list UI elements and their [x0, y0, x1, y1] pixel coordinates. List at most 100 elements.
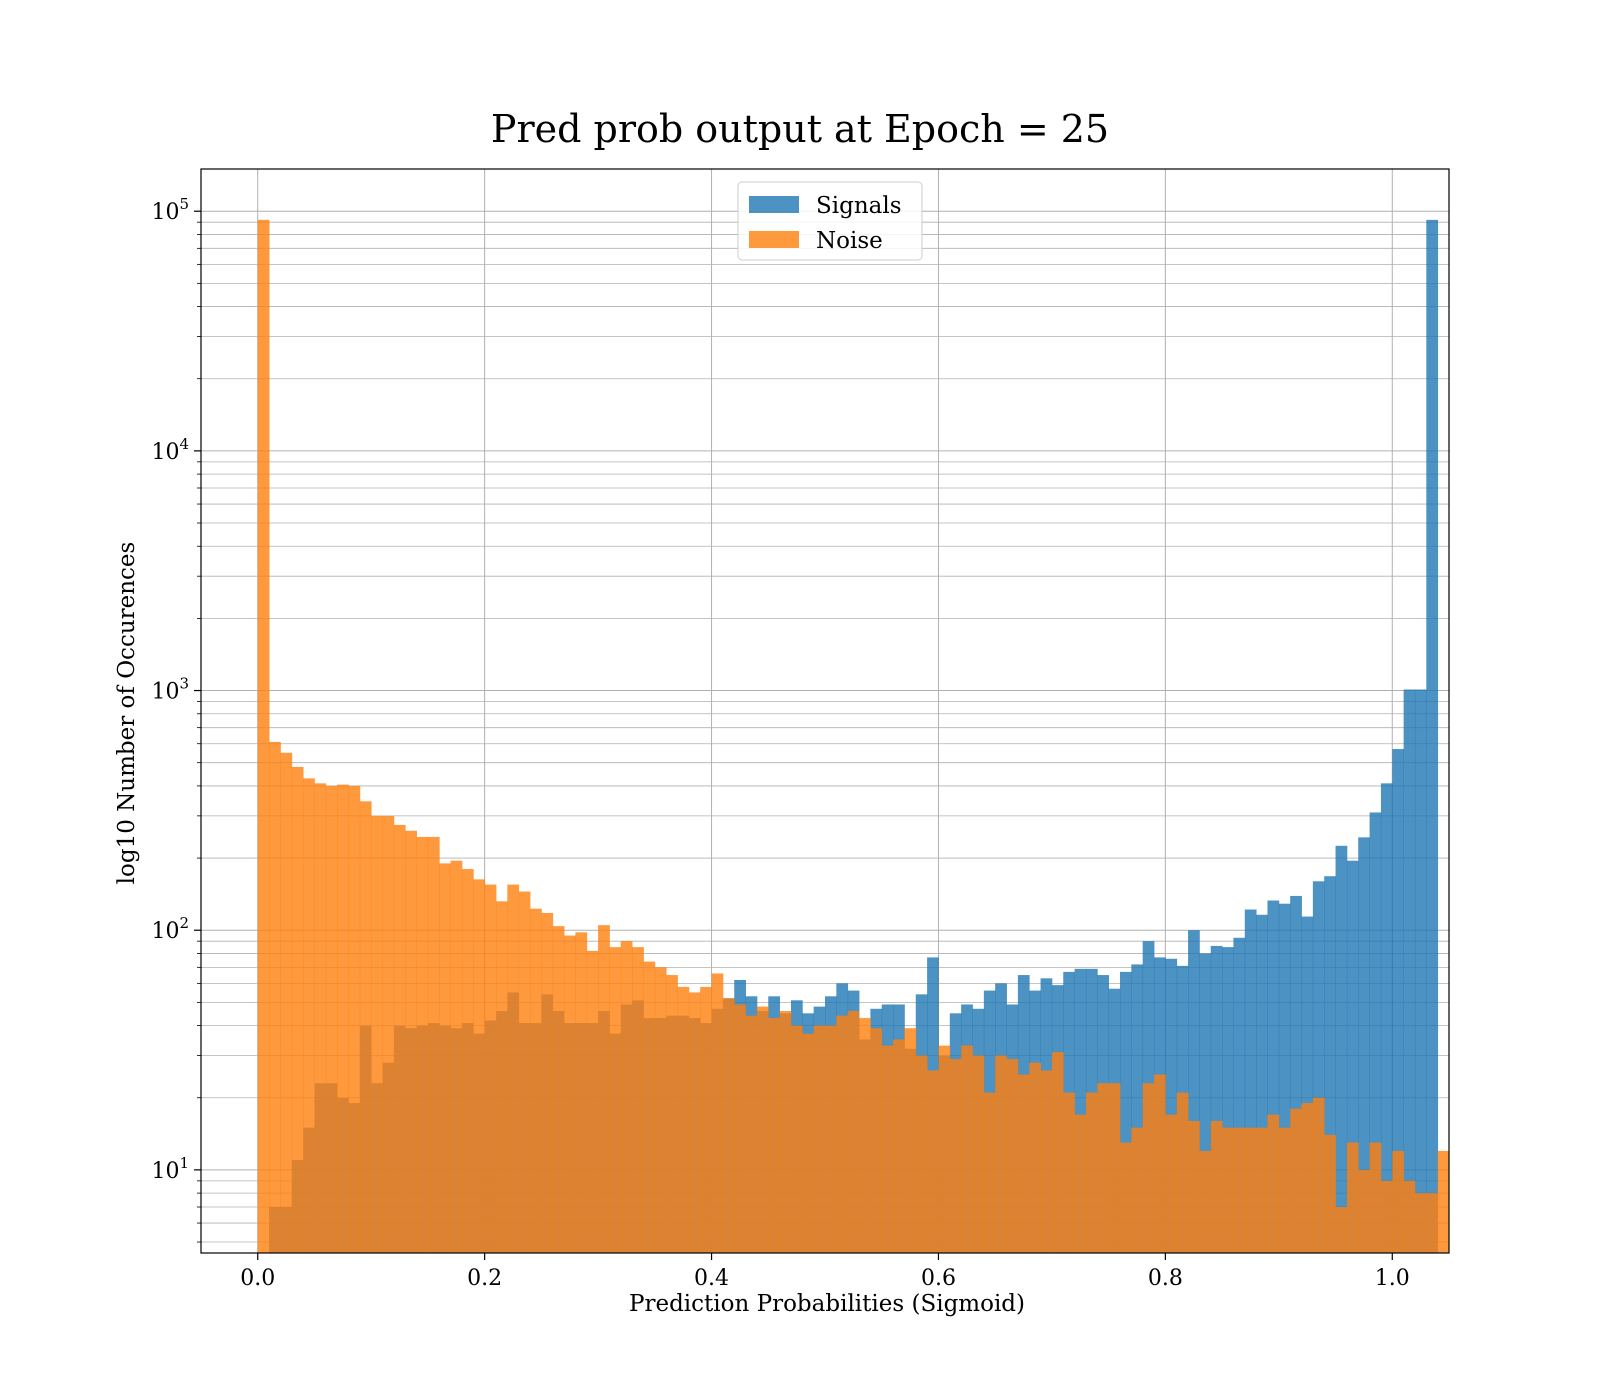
y-axis-ticks: 101 102 103 104 105: [151, 195, 201, 1243]
bar-signals-90: [1278, 903, 1291, 1253]
bar-noise-36: [666, 975, 678, 1253]
bar-noise-74: [1097, 1083, 1110, 1253]
bar-noise-78: [1142, 1083, 1155, 1253]
x-axis-label: Prediction Probabilities (Sigmoid): [629, 1291, 1025, 1317]
legend-label-noise: Noise: [816, 228, 883, 254]
bar-noise-66: [1006, 1059, 1019, 1253]
bar-noise-91: [1290, 1108, 1302, 1253]
bar-noise-103: [1426, 1193, 1439, 1253]
bar-noise-46: [779, 1011, 792, 1253]
bar-signals-86: [1233, 937, 1246, 1253]
x-tick-label: 0.4: [694, 1266, 729, 1291]
bar-noise-96: [1346, 1142, 1359, 1253]
bar-signals-92: [1301, 916, 1314, 1253]
bar-signals-100: [1392, 749, 1405, 1253]
bar-noise-1: [269, 741, 281, 1253]
bar-noise-52: [847, 1011, 860, 1253]
bar-signals-83: [1199, 953, 1212, 1253]
bar-signals-93: [1312, 881, 1325, 1253]
bar-noise-20: [484, 884, 497, 1253]
bar-noise-35: [654, 967, 667, 1253]
bar-noise-5: [314, 783, 327, 1253]
bar-noise-4: [303, 778, 315, 1253]
bar-noise-92: [1301, 1103, 1314, 1253]
bar-noise-43: [745, 1015, 758, 1253]
bar-noise-41: [722, 998, 735, 1253]
legend-swatch-noise: [749, 231, 799, 248]
bar-noise-45: [768, 1018, 781, 1253]
bar-noise-56: [893, 1039, 905, 1253]
bar-noise-17: [450, 860, 463, 1253]
bar-signals-85: [1222, 947, 1234, 1253]
bar-noise-54: [870, 1028, 883, 1253]
y-tick-label: 105: [151, 195, 189, 225]
y-tick-label: 101: [151, 1154, 189, 1184]
bar-noise-49: [813, 1025, 826, 1253]
bar-signals-91: [1290, 895, 1302, 1253]
bar-noise-104: [1437, 1150, 1450, 1253]
bar-noise-26: [552, 926, 565, 1253]
bar-noise-27: [564, 935, 576, 1253]
bar-noise-28: [575, 932, 588, 1253]
x-tick-label: 0.2: [467, 1266, 502, 1291]
legend-swatch-signals: [749, 196, 799, 213]
bar-noise-42: [734, 1004, 746, 1253]
bar-signals-76: [1119, 971, 1132, 1253]
x-tick-label: 1.0: [1375, 1266, 1410, 1291]
bar-noise-64: [983, 1092, 996, 1253]
y-axis-label: log10 Number of Occurences: [114, 542, 140, 885]
bar-noise-31: [609, 947, 622, 1253]
bar-noise-55: [881, 1045, 894, 1253]
bar-noise-6: [325, 785, 338, 1253]
x-tick-label: 0.8: [1148, 1266, 1183, 1291]
bar-noise-79: [1154, 1074, 1166, 1253]
bar-noise-69: [1040, 1070, 1053, 1253]
bar-noise-0: [257, 219, 270, 1254]
bar-noise-7: [337, 784, 349, 1253]
x-axis-ticks: 0.0 0.2 0.4 0.6 0.8 1.0: [240, 1253, 1410, 1291]
bar-noise-29: [586, 950, 599, 1253]
bar-noise-8: [348, 785, 361, 1253]
y-tick-label: 104: [151, 435, 189, 465]
bar-noise-48: [802, 1033, 815, 1253]
bar-noise-102: [1414, 1193, 1427, 1253]
y-tick-label: 102: [151, 914, 189, 944]
bar-noise-40: [711, 973, 724, 1253]
bar-signals-95: [1335, 845, 1348, 1253]
bar-noise-30: [598, 925, 610, 1253]
chart-title: Pred prob output at Epoch = 25: [491, 107, 1109, 151]
bar-noise-62: [961, 1045, 973, 1253]
y-tick-label: 103: [151, 675, 189, 705]
bar-noise-13: [405, 830, 417, 1253]
bar-noise-68: [1029, 1062, 1041, 1253]
bar-signals-94: [1324, 876, 1336, 1253]
bar-noise-3: [291, 766, 304, 1253]
bar-noise-34: [643, 961, 656, 1253]
bar-noise-84: [1210, 1120, 1223, 1253]
bar-signals-99: [1380, 783, 1393, 1253]
bar-signals-97: [1358, 837, 1370, 1253]
bar-noise-60: [938, 1045, 951, 1253]
bar-noise-65: [995, 1055, 1007, 1253]
bar-noise-97: [1358, 1169, 1370, 1253]
bar-noise-94: [1324, 1134, 1336, 1253]
bar-noise-58: [915, 1055, 928, 1253]
bar-noise-70: [1051, 1052, 1064, 1253]
bar-noise-95: [1335, 1207, 1348, 1253]
bar-noise-63: [972, 1055, 985, 1253]
bar-noise-2: [280, 752, 293, 1253]
bar-signals-89: [1267, 900, 1280, 1253]
bar-noise-73: [1085, 1092, 1098, 1253]
bar-noise-44: [756, 1006, 769, 1253]
bar-noise-25: [541, 912, 554, 1253]
bar-noise-89: [1267, 1114, 1280, 1253]
bar-noise-14: [416, 836, 429, 1253]
bar-noise-16: [439, 863, 451, 1253]
bar-signals-72: [1074, 968, 1087, 1253]
bar-noise-11: [382, 815, 395, 1253]
bar-noise-100: [1392, 1150, 1405, 1253]
bar-noise-71: [1063, 1092, 1075, 1253]
bar-noise-33: [632, 947, 644, 1253]
bar-noise-9: [359, 801, 372, 1253]
bar-noise-12: [393, 824, 406, 1253]
